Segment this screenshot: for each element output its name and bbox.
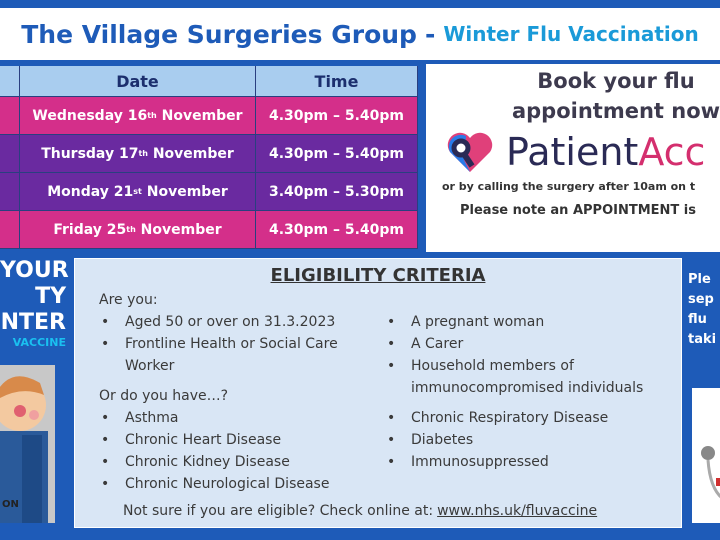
booking-heading: Book your flu [537, 69, 695, 93]
criteria-item: Chronic Neurological Disease [99, 473, 369, 495]
appointment-note: Please note an APPOINTMENT is [460, 203, 696, 218]
page-title: The Village Surgeries Group [21, 19, 417, 49]
booking-heading-2: appointment now [511, 99, 720, 123]
right-panel: Ple sep flu taki [688, 272, 717, 347]
row-time: 4.30pm – 5.40pm [256, 211, 418, 248]
left-panel: YOUR TY NTER VACCINE [0, 258, 69, 349]
table-header: Date Time [0, 66, 418, 97]
criteria-item: Asthma [99, 407, 369, 429]
criteria-item: Frontline Health or Social Care Worker [99, 333, 369, 377]
eligibility-criteria: ELIGIBILITY CRITERIA Are you: Aged 50 or… [74, 258, 682, 528]
criteria-item: Immunosuppressed [385, 451, 675, 473]
criteria-item: A pregnant woman [385, 311, 675, 333]
svg-text:ON: ON [2, 499, 19, 510]
header-banner: The Village Surgeries Group - Winter Flu… [0, 8, 720, 60]
column-date: Date [20, 66, 256, 96]
row-time: 3.40pm – 5.30pm [256, 173, 418, 210]
call-text: or by calling the surgery after 10am on … [442, 180, 696, 193]
title-separator: - [424, 19, 436, 49]
patient-access-logo: PatientAcc [444, 130, 720, 174]
column-time: Time [256, 66, 418, 96]
row-time: 4.30pm – 5.40pm [256, 135, 418, 172]
criteria-item: Household members of immunocompromised i… [385, 355, 675, 399]
criteria-item: Aged 50 or over on 31.3.2023 [99, 311, 369, 333]
criteria-item: Chronic Heart Disease [99, 429, 369, 451]
eligibility-footer: Not sure if you are eligible? Check onli… [123, 503, 598, 519]
heart-logo-icon [447, 132, 493, 172]
criteria-item: A Carer [385, 333, 675, 355]
page-subtitle: Winter Flu Vaccination [443, 22, 699, 46]
eligibility-title: ELIGIBILITY CRITERIA [270, 265, 486, 286]
sick-person-illustration: ON [0, 365, 55, 523]
booking-panel: Book your flu appointment now PatientAcc… [426, 64, 720, 252]
stethoscope-illustration [692, 388, 720, 523]
criteria-item: Chronic Kidney Disease [99, 451, 369, 473]
criteria-item: Chronic Respiratory Disease [385, 407, 675, 429]
nhs-link[interactable]: www.nhs.uk/fluvaccine [437, 503, 598, 519]
criteria-item: Diabetes [385, 429, 675, 451]
row-time: 4.30pm – 5.40pm [256, 97, 418, 134]
